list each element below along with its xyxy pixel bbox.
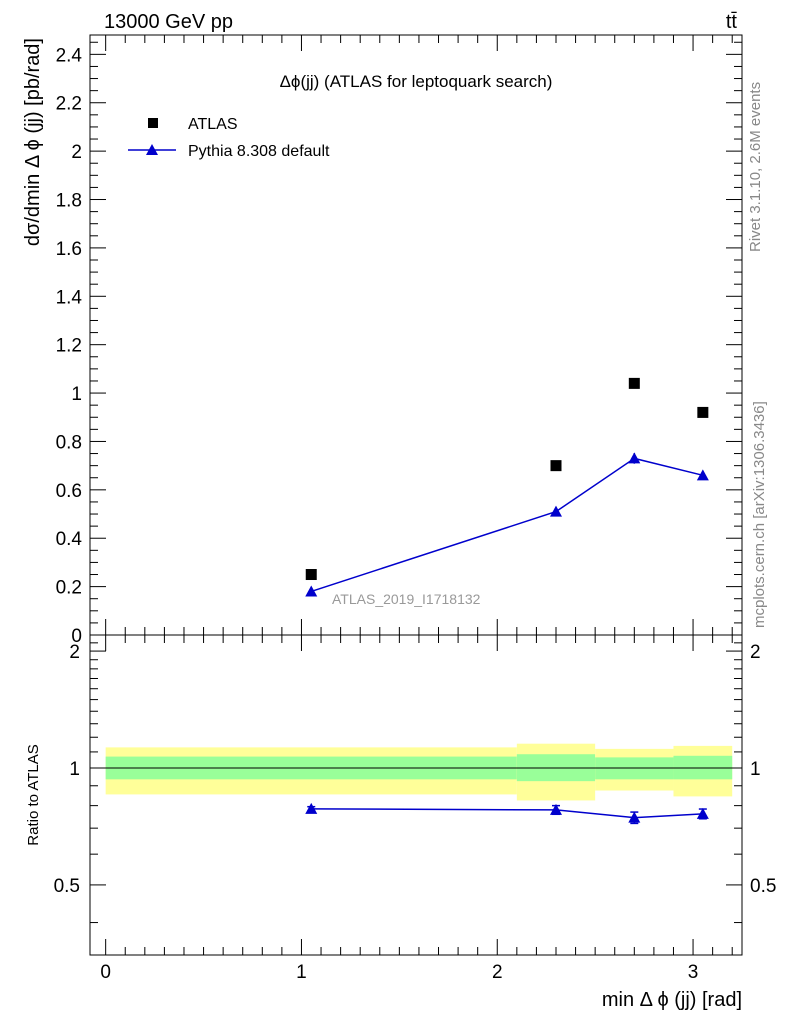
ratio-pythia-point <box>696 807 709 819</box>
main-y-tick-label: 1.8 <box>56 191 82 212</box>
pythia-point <box>628 452 641 464</box>
legend-label-pythia: Pythia 8.308 default <box>188 143 330 160</box>
main-y-tick-label: 0 <box>71 626 82 647</box>
main-y-tick-label: 2.2 <box>56 94 82 115</box>
main-x-axis <box>105 35 733 635</box>
x-tick-label: 1 <box>296 962 307 983</box>
legend-marker-atlas <box>148 118 158 128</box>
rivet-version-label: Rivet 3.1.10, 2.6M events <box>747 82 764 252</box>
atlas-point <box>550 460 562 472</box>
main-y-tick-label: 0.2 <box>56 578 82 599</box>
analysis-annotation: ATLAS_2019_I1718132 <box>332 591 481 607</box>
x-tick-label: 2 <box>492 962 503 983</box>
main-y-tick-label: 1.6 <box>56 239 82 260</box>
pythia-series-line <box>311 457 704 593</box>
header-process-label: tt̄ <box>726 11 738 33</box>
ratio-pythia-line <box>311 808 703 819</box>
ratio-frame <box>89 634 743 956</box>
ratio-y-axis-label: Ratio to ATLAS <box>25 744 42 845</box>
main-data <box>305 377 709 597</box>
ratio-pythia-point <box>628 811 641 823</box>
atlas-point <box>697 406 709 418</box>
legend-marker-pythia <box>146 144 158 155</box>
ratio-y-axis: 0.5 0.5 1 1 2 2 <box>54 642 776 924</box>
ratio-pythia-point <box>305 802 318 814</box>
header-energy-label: 13000 GeV pp <box>104 11 233 33</box>
legend-label-atlas: ATLAS <box>188 116 238 133</box>
main-y-axis: 0 0.2 0.4 0.6 0.8 1 1.2 1.4 1.6 1.8 2 2.2 2.4 <box>56 41 742 647</box>
main-title: Δϕ(jj) (ATLAS for leptoquark search) <box>280 72 553 91</box>
x-axis-label: min Δ ϕ (jj) [rad] <box>602 989 742 1011</box>
ratio-y-tick-label-right: 2 <box>750 642 761 663</box>
main-y-tick-label: 0.6 <box>56 481 82 502</box>
pythia-point <box>549 505 562 517</box>
ratio-y-tick-label-right: 1 <box>750 759 761 780</box>
ratio-uncertainty-bands <box>90 743 742 801</box>
main-y-tick-label: 0.4 <box>56 529 83 550</box>
main-y-tick-label: 1 <box>71 384 82 405</box>
main-y-axis-label: dσ/dmin Δ ϕ (jj) [pb/rad] <box>22 38 44 246</box>
main-y-tick-label: 1.4 <box>56 287 83 308</box>
atlas-point <box>628 377 640 389</box>
main-y-tick-label: 2 <box>71 142 82 163</box>
ratio-panel: 0.5 0.5 1 1 2 2 0 1 2 3 Ratio to ATLAS min Δ ϕ (… <box>25 634 776 1011</box>
main-panel: 0 0.2 0.4 0.6 0.8 1 1.2 1.4 1.6 1.8 2 2.2 2.4 Δϕ(jj)… <box>22 34 743 647</box>
atlas-point <box>305 569 317 581</box>
pythia-point <box>305 585 318 597</box>
pythia-point <box>696 469 709 481</box>
main-y-tick-label: 0.8 <box>56 432 82 453</box>
mcplots-url-label: mcplots.cern.ch [arXiv:1306.3436] <box>751 401 768 628</box>
x-tick-label: 3 <box>688 962 699 983</box>
ratio-y-tick-label: 0.5 <box>54 876 80 897</box>
main-y-tick-label: 1.2 <box>56 336 82 357</box>
ratio-pythia-point <box>549 803 562 815</box>
ratio-y-tick-label: 2 <box>69 642 80 663</box>
ratio-x-axis: 0 1 2 3 <box>100 635 733 983</box>
ratio-y-tick-label-right: 0.5 <box>750 876 776 897</box>
x-tick-label: 0 <box>100 962 111 983</box>
ratio-y-tick-label: 1 <box>69 759 80 780</box>
ratio-data <box>305 802 709 825</box>
main-y-tick-label: 2.4 <box>56 45 83 66</box>
legend: ATLAS Pythia 8.308 default <box>128 116 330 160</box>
